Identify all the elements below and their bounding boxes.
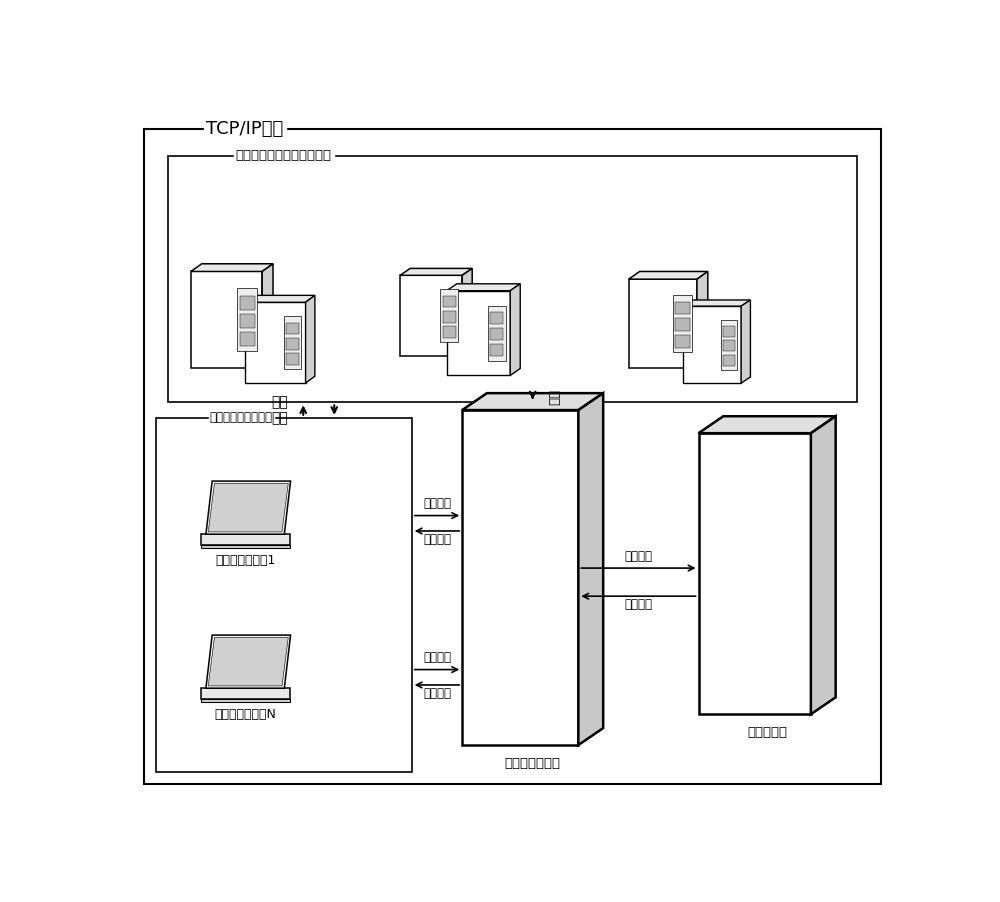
- Polygon shape: [245, 295, 315, 302]
- Polygon shape: [462, 410, 578, 745]
- Bar: [443, 311, 456, 323]
- Bar: [286, 338, 299, 350]
- Text: 数据访问客户端N: 数据访问客户端N: [214, 708, 276, 721]
- Text: 数据访问客户端1: 数据访问客户端1: [215, 554, 275, 567]
- Polygon shape: [201, 545, 290, 548]
- Polygon shape: [208, 483, 288, 532]
- Polygon shape: [206, 481, 291, 534]
- Polygon shape: [400, 269, 472, 275]
- Polygon shape: [201, 534, 290, 545]
- Text: 请求口令: 请求口令: [423, 651, 451, 664]
- Bar: [675, 301, 690, 314]
- Text: 数据备份: 数据备份: [624, 549, 652, 563]
- Text: 数据访问客户端群组: 数据访问客户端群组: [210, 411, 273, 424]
- Polygon shape: [698, 416, 836, 433]
- Text: TCP/IP网络: TCP/IP网络: [207, 120, 284, 138]
- Polygon shape: [698, 433, 811, 714]
- Bar: [490, 312, 503, 325]
- Polygon shape: [462, 393, 603, 410]
- Bar: [723, 326, 735, 336]
- Polygon shape: [510, 284, 520, 375]
- Polygon shape: [447, 290, 510, 375]
- Bar: [443, 327, 456, 338]
- Bar: [440, 290, 458, 342]
- Polygon shape: [208, 638, 288, 686]
- Text: 恢复数据: 恢复数据: [624, 599, 652, 612]
- Polygon shape: [191, 263, 273, 272]
- Polygon shape: [245, 302, 306, 383]
- Polygon shape: [578, 393, 603, 745]
- Bar: [168, 156, 857, 402]
- Polygon shape: [629, 280, 697, 368]
- Text: 返回口令: 返回口令: [423, 687, 451, 700]
- Bar: [286, 354, 299, 364]
- Bar: [240, 332, 255, 345]
- Bar: [721, 319, 737, 370]
- Polygon shape: [306, 295, 315, 383]
- Bar: [156, 418, 412, 772]
- Polygon shape: [462, 269, 472, 356]
- Text: 信息
访问: 信息 访问: [272, 395, 288, 425]
- Polygon shape: [697, 272, 708, 368]
- Polygon shape: [206, 635, 291, 688]
- Text: 返回口令: 返回口令: [423, 533, 451, 547]
- Polygon shape: [201, 699, 290, 702]
- Polygon shape: [811, 416, 836, 714]
- Bar: [488, 306, 506, 361]
- Bar: [673, 295, 692, 353]
- Text: 大批量部署的前端网络设备: 大批量部署的前端网络设备: [236, 150, 332, 162]
- Text: 请求口令: 请求口令: [423, 497, 451, 511]
- Polygon shape: [191, 272, 262, 368]
- Polygon shape: [262, 263, 273, 368]
- Polygon shape: [400, 275, 462, 356]
- Bar: [675, 335, 690, 347]
- Polygon shape: [683, 300, 750, 306]
- Bar: [443, 296, 456, 308]
- Bar: [675, 318, 690, 331]
- Text: 口令: 口令: [547, 390, 560, 406]
- Polygon shape: [683, 306, 741, 383]
- Polygon shape: [629, 272, 708, 280]
- Bar: [490, 328, 503, 340]
- Text: 口令管理服务器: 口令管理服务器: [505, 757, 561, 769]
- Bar: [723, 354, 735, 365]
- Bar: [286, 323, 299, 335]
- Bar: [490, 344, 503, 356]
- Bar: [240, 296, 255, 309]
- Bar: [240, 314, 255, 327]
- Polygon shape: [447, 284, 520, 290]
- Polygon shape: [201, 688, 290, 699]
- Text: 备份服务器: 备份服务器: [747, 726, 787, 739]
- Bar: [237, 289, 257, 351]
- Polygon shape: [741, 300, 750, 383]
- Bar: [284, 317, 301, 369]
- Bar: [723, 340, 735, 351]
